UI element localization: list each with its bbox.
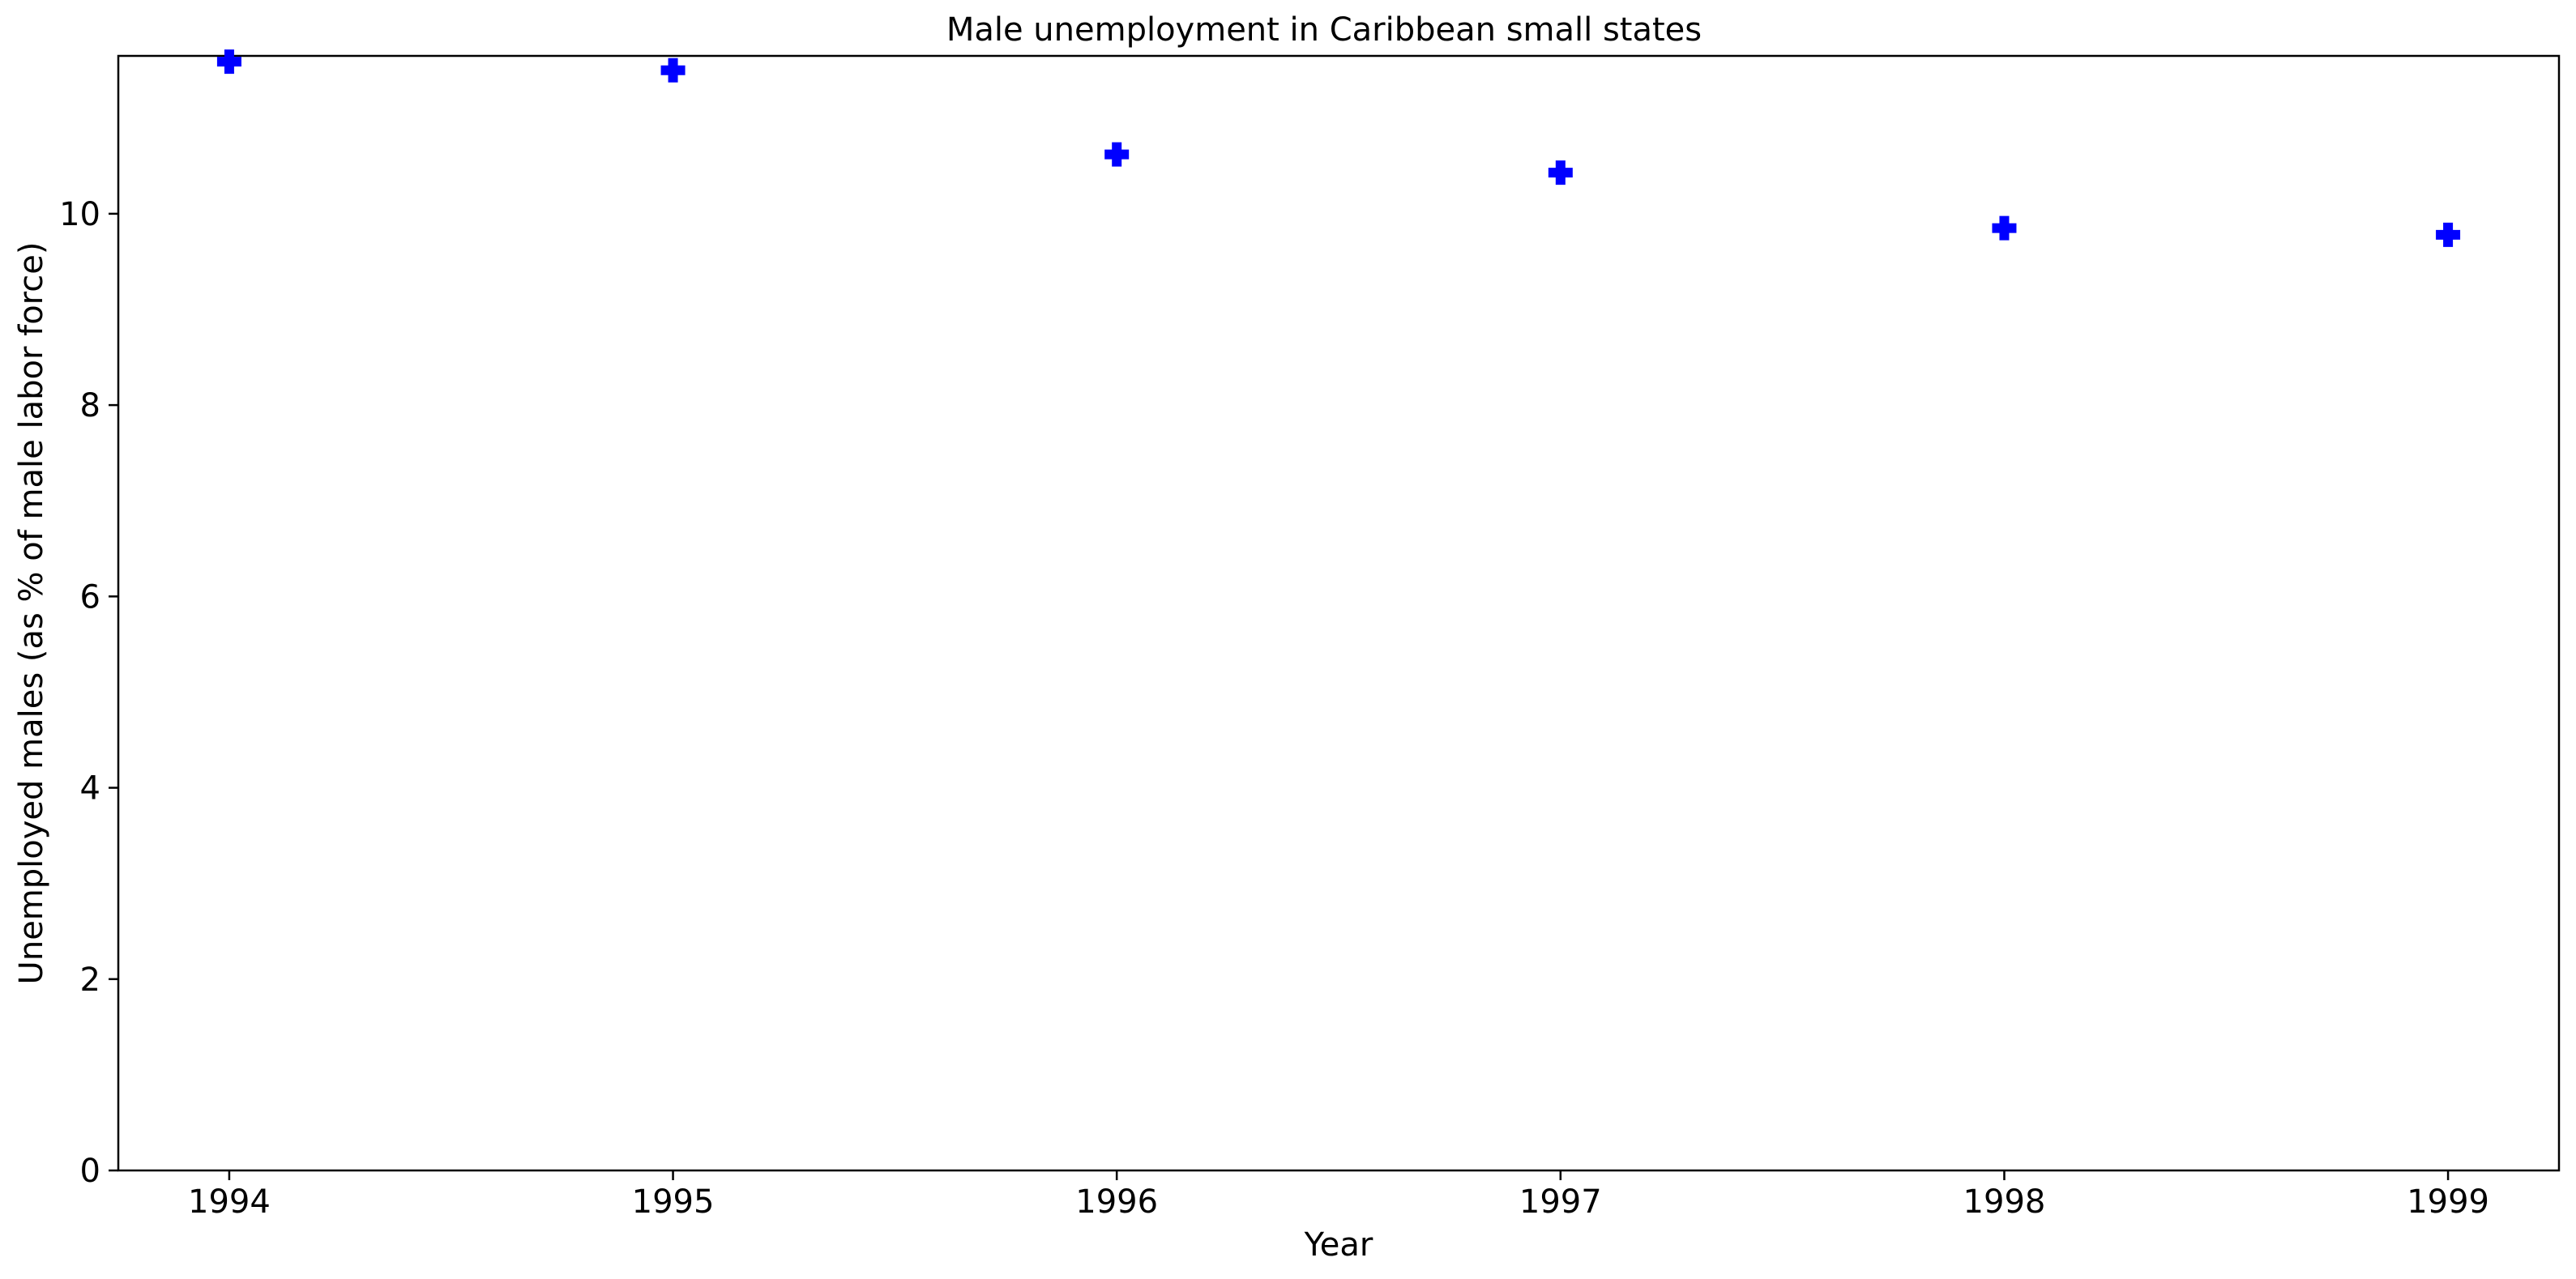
chart-title: Male unemployment in Caribbean small sta…	[946, 11, 1702, 49]
y-axis: 0 2 4 6 8 10	[59, 196, 118, 1190]
y-tick-label: 6	[80, 578, 100, 616]
data-point-marker	[216, 49, 241, 75]
x-tick-label: 1998	[1963, 1183, 2046, 1221]
data-point-marker	[2436, 222, 2461, 247]
x-tick-label: 1995	[632, 1183, 715, 1221]
data-points	[216, 49, 2461, 247]
y-tick-label: 4	[80, 770, 100, 808]
x-tick-label: 1999	[2407, 1183, 2489, 1221]
x-tick-label: 1994	[188, 1183, 271, 1221]
x-axis: 1994 1995 1996 1997 1998 1999	[188, 1170, 2489, 1221]
data-point-marker	[1548, 160, 1573, 185]
y-axis-label: Unemployed males (as % of male labor for…	[13, 242, 50, 985]
data-point-marker	[660, 58, 686, 83]
x-tick-label: 1997	[1519, 1183, 1602, 1221]
y-tick-label: 2	[80, 961, 100, 999]
y-tick-label: 8	[80, 387, 100, 424]
y-tick-label: 10	[59, 196, 100, 233]
plot-frame	[117, 54, 2561, 1172]
x-axis-label: Year	[1304, 1226, 1373, 1264]
plot-area	[117, 54, 2561, 1172]
data-point-marker	[1992, 215, 2017, 241]
y-tick-label: 0	[80, 1153, 100, 1190]
x-tick-label: 1996	[1075, 1183, 1158, 1221]
data-point-marker	[1104, 142, 1130, 167]
